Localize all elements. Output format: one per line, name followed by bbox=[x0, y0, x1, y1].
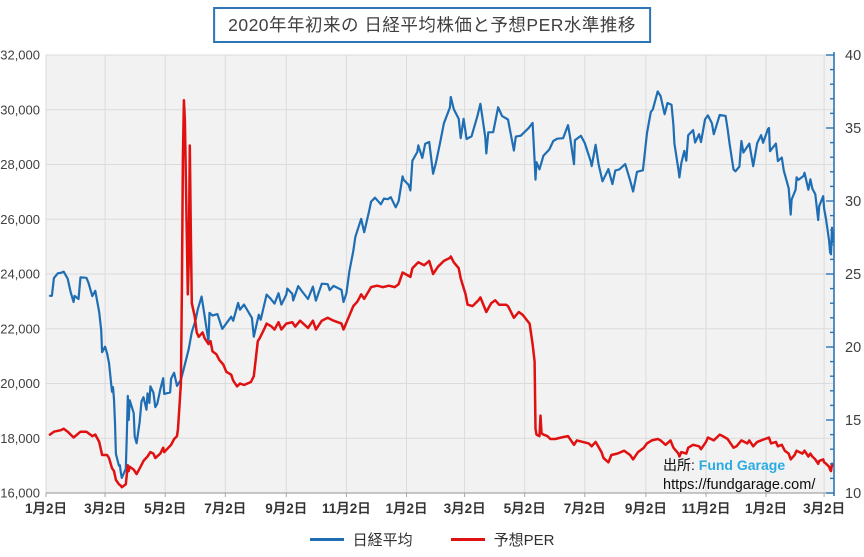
y-left-tick-label: 26,000 bbox=[0, 212, 40, 227]
legend-swatch-nikkei bbox=[309, 538, 344, 541]
per-line bbox=[48, 99, 835, 489]
x-tick-label: 3月2日 bbox=[803, 501, 845, 516]
y-right-tick-label: 20 bbox=[845, 340, 861, 356]
y-left-tick-label: 22,000 bbox=[0, 321, 40, 336]
x-tick-label: 9月2日 bbox=[625, 501, 667, 516]
x-tick-label: 1月2日 bbox=[745, 501, 787, 516]
x-tick-label: 11月2日 bbox=[322, 501, 371, 516]
x-tick-label: 1月2日 bbox=[25, 501, 67, 516]
y-right-tick-label: 15 bbox=[845, 413, 861, 429]
source-url: https://fundgarage.com/ bbox=[663, 477, 816, 493]
y-right-tick-label: 35 bbox=[845, 121, 861, 137]
source-credit: 出所: Fund Garage https://fundgarage.com/ bbox=[663, 455, 815, 495]
x-tick-label: 11月2日 bbox=[682, 501, 731, 516]
legend-item-nikkei: 日経平均 bbox=[309, 529, 413, 550]
y-left-tick-label: 30,000 bbox=[0, 102, 40, 117]
x-tick-label: 1月2日 bbox=[385, 501, 427, 516]
x-tick-label: 7月2日 bbox=[564, 501, 606, 516]
legend-swatch-per bbox=[450, 538, 485, 541]
source-brand: Fund Garage bbox=[698, 457, 786, 473]
y-right-tick-label: 25 bbox=[845, 267, 861, 283]
x-tick-label: 9月2日 bbox=[265, 501, 307, 516]
legend-label-per: 予想PER bbox=[493, 532, 555, 549]
legend: 日経平均 予想PER bbox=[0, 529, 864, 550]
x-tick-label: 3月2日 bbox=[444, 501, 486, 516]
y-left-tick-label: 18,000 bbox=[0, 431, 40, 446]
source-line: 出所: Fund Garage bbox=[663, 455, 815, 475]
x-tick-label: 5月2日 bbox=[504, 501, 546, 516]
x-tick-label: 7月2日 bbox=[204, 501, 246, 516]
y-left-tick-label: 28,000 bbox=[0, 157, 40, 172]
source-prefix: 出所: bbox=[663, 457, 695, 473]
y-right-tick-label: 40 bbox=[845, 48, 861, 64]
chart-title: 2020年年初来の 日経平均株価と予想PER水準推移 bbox=[213, 7, 651, 43]
y-right-tick-label: 30 bbox=[845, 194, 861, 210]
x-tick-label: 3月2日 bbox=[84, 501, 126, 516]
legend-item-per: 予想PER bbox=[450, 529, 555, 550]
y-right-tick-label: 10 bbox=[845, 486, 861, 502]
nikkei-line bbox=[48, 90, 835, 479]
x-tick-label: 5月2日 bbox=[144, 501, 186, 516]
y-left-tick-label: 20,000 bbox=[0, 376, 40, 391]
y-left-tick-label: 32,000 bbox=[0, 48, 40, 63]
y-left-tick-label: 24,000 bbox=[0, 267, 40, 282]
y-left-tick-label: 16,000 bbox=[0, 486, 40, 501]
legend-label-nikkei: 日経平均 bbox=[352, 532, 413, 549]
